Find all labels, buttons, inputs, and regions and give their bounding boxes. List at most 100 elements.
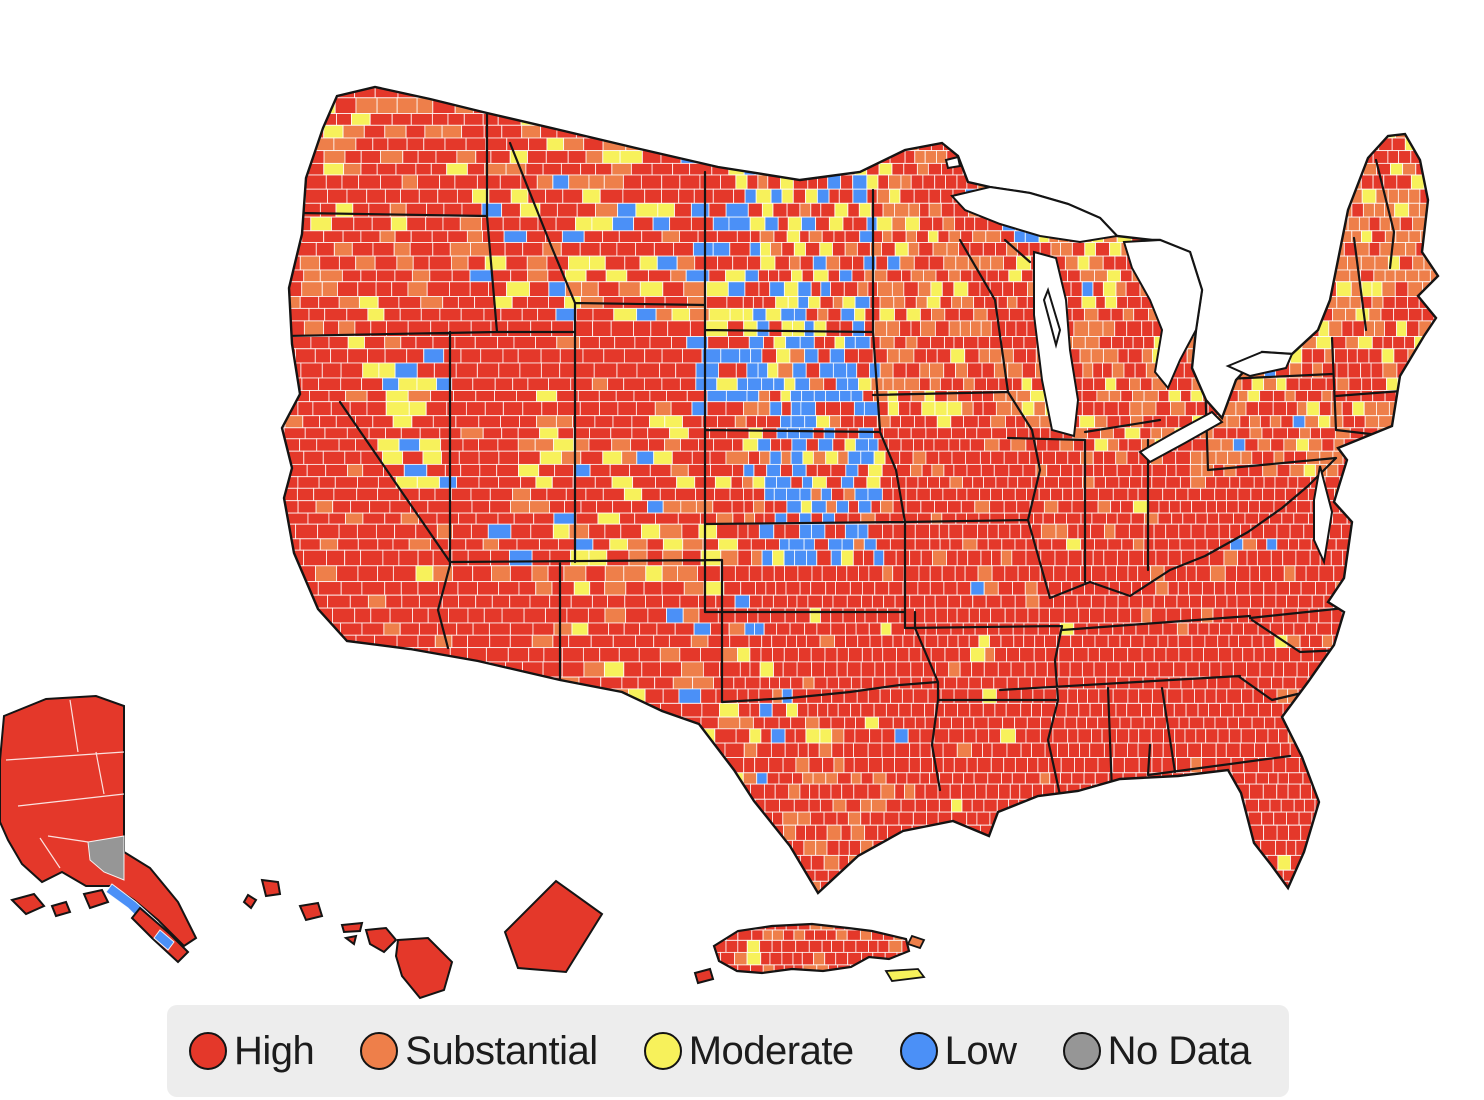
county[interactable]: [276, 113, 297, 126]
county[interactable]: [856, 137, 871, 152]
county[interactable]: [817, 137, 834, 152]
county[interactable]: [406, 216, 427, 232]
county[interactable]: [951, 716, 965, 730]
county[interactable]: [1147, 824, 1163, 841]
county[interactable]: [894, 242, 909, 257]
county[interactable]: [330, 60, 349, 71]
county[interactable]: [1274, 476, 1289, 489]
county[interactable]: [833, 230, 846, 243]
county[interactable]: [1434, 336, 1446, 350]
county[interactable]: [743, 463, 755, 478]
county[interactable]: [1293, 512, 1309, 525]
county[interactable]: [1267, 728, 1279, 744]
county[interactable]: [830, 607, 844, 624]
county[interactable]: [957, 124, 969, 139]
county[interactable]: [1126, 188, 1138, 204]
county[interactable]: [1223, 783, 1237, 800]
county[interactable]: [959, 320, 971, 337]
county[interactable]: [993, 463, 1010, 478]
county[interactable]: [1470, 138, 1480, 151]
county[interactable]: [1361, 281, 1373, 297]
county[interactable]: [1408, 188, 1421, 204]
county[interactable]: [1215, 742, 1227, 758]
county[interactable]: [824, 647, 838, 663]
county[interactable]: [1273, 811, 1287, 826]
county[interactable]: [334, 757, 357, 774]
county[interactable]: [868, 565, 884, 583]
county[interactable]: [844, 716, 856, 730]
county[interactable]: [1360, 362, 1372, 379]
county[interactable]: [1081, 296, 1097, 309]
county[interactable]: [310, 336, 330, 350]
county[interactable]: [552, 174, 570, 190]
county[interactable]: [891, 281, 905, 297]
county[interactable]: [1025, 728, 1041, 744]
county[interactable]: [755, 581, 767, 596]
county[interactable]: [645, 594, 663, 609]
county[interactable]: [1376, 401, 1390, 417]
county[interactable]: [1223, 463, 1237, 478]
county[interactable]: [868, 97, 882, 114]
county[interactable]: [265, 549, 287, 567]
county[interactable]: [1042, 512, 1056, 525]
county[interactable]: [1067, 124, 1079, 139]
county[interactable]: [1315, 581, 1327, 596]
county[interactable]: [1406, 463, 1420, 478]
county[interactable]: [631, 124, 650, 139]
county[interactable]: [1129, 783, 1143, 800]
county[interactable]: [917, 97, 930, 114]
county[interactable]: [963, 415, 979, 429]
county[interactable]: [393, 242, 411, 257]
county[interactable]: [1454, 349, 1467, 363]
county[interactable]: [341, 824, 362, 841]
county[interactable]: [1282, 216, 1295, 232]
county[interactable]: [629, 463, 651, 478]
county[interactable]: [337, 647, 355, 663]
county[interactable]: [1177, 798, 1192, 813]
county[interactable]: [479, 463, 498, 478]
county[interactable]: [514, 702, 537, 718]
county[interactable]: [469, 783, 490, 800]
county[interactable]: [1068, 71, 1079, 85]
county[interactable]: [1059, 60, 1072, 71]
county[interactable]: [805, 362, 821, 379]
county[interactable]: [595, 202, 619, 218]
county[interactable]: [1361, 230, 1373, 243]
county[interactable]: [1347, 255, 1362, 271]
county[interactable]: [983, 798, 998, 813]
county[interactable]: [1355, 242, 1370, 257]
county[interactable]: [489, 757, 507, 774]
county[interactable]: [381, 728, 402, 744]
county[interactable]: [1322, 60, 1334, 71]
county[interactable]: [617, 202, 637, 218]
county[interactable]: [882, 377, 894, 391]
county[interactable]: [1093, 476, 1106, 489]
county[interactable]: [406, 137, 425, 152]
county[interactable]: [535, 688, 553, 704]
county[interactable]: [1011, 772, 1026, 785]
county[interactable]: [643, 581, 663, 596]
county[interactable]: [717, 85, 739, 99]
county[interactable]: [881, 757, 895, 774]
county[interactable]: [551, 476, 574, 489]
county[interactable]: [825, 401, 841, 417]
county[interactable]: [1067, 688, 1079, 704]
county[interactable]: [1102, 113, 1117, 126]
county[interactable]: [460, 463, 481, 478]
county[interactable]: [299, 296, 320, 309]
county[interactable]: [1420, 688, 1437, 704]
county[interactable]: [400, 336, 417, 350]
county[interactable]: [925, 71, 938, 85]
county[interactable]: [920, 500, 935, 514]
county[interactable]: [354, 607, 372, 624]
county[interactable]: [847, 377, 859, 391]
county[interactable]: [583, 230, 604, 243]
county[interactable]: [573, 581, 591, 596]
county[interactable]: [831, 728, 845, 744]
county[interactable]: [349, 594, 369, 609]
county[interactable]: [1392, 336, 1406, 350]
county[interactable]: [482, 742, 501, 758]
county[interactable]: [745, 415, 758, 429]
county[interactable]: [602, 150, 621, 164]
county[interactable]: [1363, 500, 1376, 514]
